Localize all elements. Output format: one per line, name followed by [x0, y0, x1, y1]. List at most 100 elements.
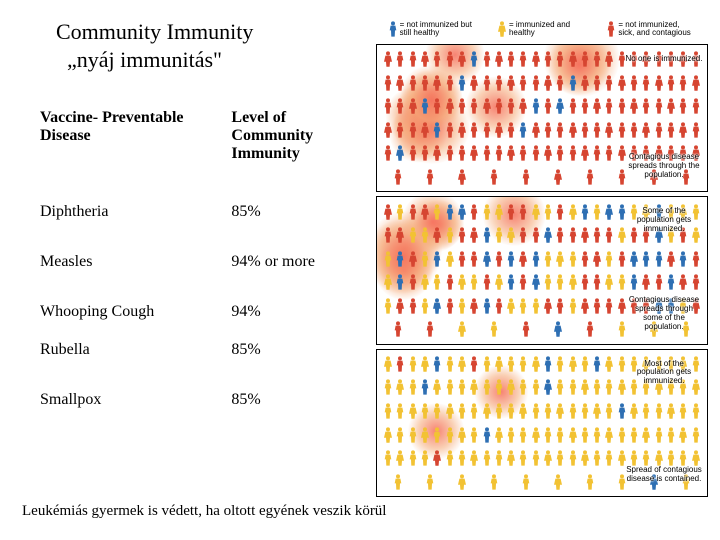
person-icon — [604, 379, 614, 395]
person-icon — [457, 145, 467, 161]
disease-cell: Smallpox — [38, 369, 229, 419]
person-icon — [518, 251, 528, 267]
person-icon — [580, 403, 590, 419]
person-icon — [543, 403, 553, 419]
person-icon — [629, 75, 639, 91]
person-icon — [469, 51, 479, 67]
person-icon — [592, 274, 602, 290]
person-icon — [506, 145, 516, 161]
person-icon — [469, 379, 479, 395]
person-icon — [494, 298, 504, 314]
person-icon — [420, 298, 430, 314]
person-icon — [678, 98, 688, 114]
person-icon — [543, 298, 553, 314]
person-icon — [383, 379, 393, 395]
person-icon — [531, 427, 541, 443]
person-icon — [506, 98, 516, 114]
person-icon — [629, 251, 639, 267]
table-row: Measles94% or more — [38, 231, 368, 281]
person-icon — [469, 427, 479, 443]
person-icon — [555, 122, 565, 138]
person-icon — [568, 122, 578, 138]
person-icon — [469, 98, 479, 114]
person-icon — [432, 227, 442, 243]
person-icon — [568, 379, 578, 395]
table-row: Smallpox85% — [38, 369, 368, 419]
person-icon — [617, 98, 627, 114]
person-icon — [654, 122, 664, 138]
person-icon — [445, 379, 455, 395]
person-icon — [395, 204, 405, 220]
person-icon — [543, 51, 553, 67]
person-icon — [531, 356, 541, 372]
person-icon — [641, 122, 651, 138]
person-icon — [482, 98, 492, 114]
person-icon — [482, 227, 492, 243]
disease-cell: Measles — [38, 231, 229, 281]
person-icon — [506, 427, 516, 443]
person-icon — [489, 169, 499, 185]
person-icon — [518, 51, 528, 67]
person-icon — [457, 169, 467, 185]
person-icon — [604, 145, 614, 161]
person-icon — [445, 145, 455, 161]
person-icon — [531, 204, 541, 220]
person-icon — [617, 450, 627, 466]
person-icon — [432, 145, 442, 161]
person-icon — [494, 75, 504, 91]
person-icon — [395, 298, 405, 314]
person-icon — [531, 122, 541, 138]
person-icon — [666, 75, 676, 91]
person-icon — [432, 298, 442, 314]
person-icon — [518, 75, 528, 91]
person-icon — [531, 450, 541, 466]
person-icon — [592, 450, 602, 466]
legend-immunized: = immunized and healthy — [497, 21, 587, 38]
person-icon — [408, 227, 418, 243]
person-icon — [457, 122, 467, 138]
person-icon — [592, 145, 602, 161]
person-icon — [555, 51, 565, 67]
person-icon — [432, 51, 442, 67]
person-icon — [445, 298, 455, 314]
person-icon — [641, 251, 651, 267]
person-icon — [568, 450, 578, 466]
person-icon — [555, 251, 565, 267]
person-icon — [420, 75, 430, 91]
person-icon — [604, 204, 614, 220]
person-icon — [395, 379, 405, 395]
person-icon — [604, 427, 614, 443]
person-icon — [408, 145, 418, 161]
person-icon — [617, 122, 627, 138]
person-icon — [432, 356, 442, 372]
person-icon — [568, 145, 578, 161]
person-icon — [395, 274, 405, 290]
person-icon — [555, 298, 565, 314]
person-icon — [678, 122, 688, 138]
person-icon — [482, 122, 492, 138]
person-icon — [494, 145, 504, 161]
person-icon — [457, 427, 467, 443]
person-icon — [457, 251, 467, 267]
person-icon — [395, 75, 405, 91]
person-icon — [678, 403, 688, 419]
person-icon — [432, 98, 442, 114]
person-icon — [604, 75, 614, 91]
person-icon — [506, 379, 516, 395]
person-icon — [666, 274, 676, 290]
person-icon — [457, 474, 467, 490]
table-row: Rubella 85% — [38, 331, 368, 369]
person-icon — [553, 474, 563, 490]
person-icon — [585, 321, 595, 337]
person-icon — [518, 450, 528, 466]
person-icon — [420, 427, 430, 443]
legend-not-immunized: = not immunized but still healthy — [388, 21, 478, 38]
person-icon — [482, 251, 492, 267]
person-icon — [543, 98, 553, 114]
person-icon — [425, 169, 435, 185]
person-icon — [553, 169, 563, 185]
person-icon — [457, 321, 467, 337]
person-icon — [543, 427, 553, 443]
person-icon — [445, 75, 455, 91]
person-icon — [383, 403, 393, 419]
